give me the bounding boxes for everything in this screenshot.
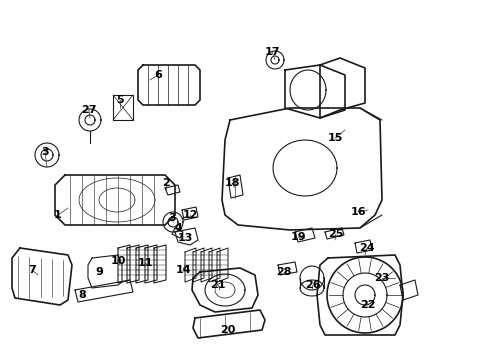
Text: 9: 9 — [95, 267, 103, 277]
Text: 26: 26 — [305, 280, 321, 290]
Text: 4: 4 — [174, 223, 182, 233]
Text: 25: 25 — [328, 229, 343, 239]
Text: 16: 16 — [350, 207, 366, 217]
Text: 15: 15 — [327, 133, 343, 143]
Text: 3: 3 — [41, 147, 49, 157]
Text: 12: 12 — [182, 210, 198, 220]
Text: 13: 13 — [177, 233, 193, 243]
Text: 21: 21 — [210, 280, 226, 290]
Text: 10: 10 — [110, 256, 126, 266]
Text: 22: 22 — [360, 300, 376, 310]
Text: 11: 11 — [137, 258, 153, 268]
Text: 28: 28 — [276, 267, 292, 277]
Text: 8: 8 — [78, 290, 86, 300]
Text: 27: 27 — [81, 105, 97, 115]
Text: 5: 5 — [116, 95, 124, 105]
Text: 3: 3 — [168, 213, 176, 223]
Text: 17: 17 — [264, 47, 280, 57]
Text: 20: 20 — [220, 325, 236, 335]
Text: 14: 14 — [175, 265, 191, 275]
Text: 23: 23 — [374, 273, 390, 283]
Text: 6: 6 — [154, 70, 162, 80]
Text: 24: 24 — [359, 243, 375, 253]
Text: 7: 7 — [28, 265, 36, 275]
Text: 1: 1 — [54, 210, 62, 220]
Text: 18: 18 — [224, 178, 240, 188]
Text: 2: 2 — [162, 178, 170, 188]
Text: 19: 19 — [290, 232, 306, 242]
